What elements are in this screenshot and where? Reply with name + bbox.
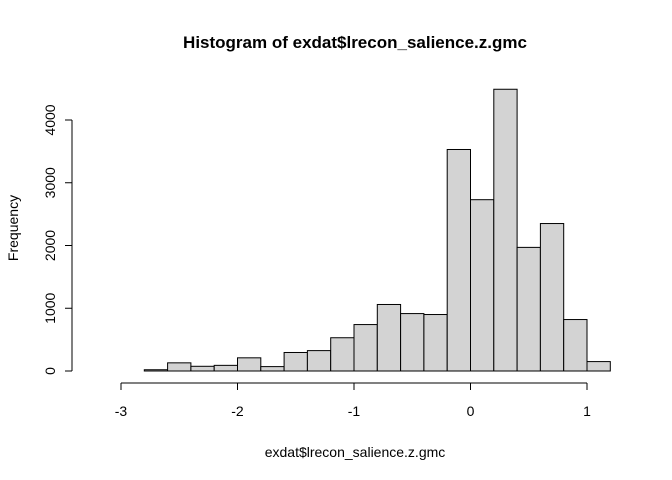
histogram-bar (423, 314, 448, 372)
histogram-bar (470, 199, 495, 372)
histogram-bar (260, 366, 285, 372)
histogram-bar (493, 88, 518, 372)
x-axis: -3 -2 -1 0 1 (115, 382, 591, 419)
histogram-bar (306, 350, 332, 372)
histogram-bar (376, 303, 402, 372)
histogram-bar (237, 357, 262, 372)
histogram-bar (143, 369, 169, 372)
x-tick-label: -1 (348, 403, 361, 419)
x-tick-label: 0 (467, 403, 475, 419)
histogram-bar (586, 361, 611, 372)
x-tick-label: 1 (583, 403, 591, 419)
y-tick-label: 3000 (42, 167, 58, 198)
histogram-bar (353, 324, 378, 372)
y-axis: 0 1000 2000 3000 4000 (42, 104, 73, 375)
histogram-bar (330, 337, 355, 372)
x-tick-label: -3 (115, 403, 128, 419)
histogram-bar (563, 319, 588, 372)
histogram-bar (213, 364, 238, 372)
x-tick-label: -2 (231, 403, 244, 419)
histogram-bar (516, 246, 541, 372)
histogram-bar (446, 148, 472, 372)
y-tick-label: 2000 (42, 230, 58, 261)
x-axis-label: exdat$lrecon_salience.z.gmc (265, 444, 446, 460)
y-tick-label: 0 (42, 367, 58, 375)
y-tick-label: 4000 (42, 104, 58, 135)
histogram-bar (400, 313, 425, 372)
histogram-bar (539, 223, 565, 372)
histogram-bar (167, 362, 192, 372)
y-axis-label: Frequency (5, 195, 21, 261)
bars-group (143, 88, 611, 372)
chart-title: Histogram of exdat$lrecon_salience.z.gmc (183, 33, 527, 52)
histogram-bar (190, 365, 215, 372)
y-tick-label: 1000 (42, 292, 58, 323)
histogram-bar (283, 351, 308, 372)
